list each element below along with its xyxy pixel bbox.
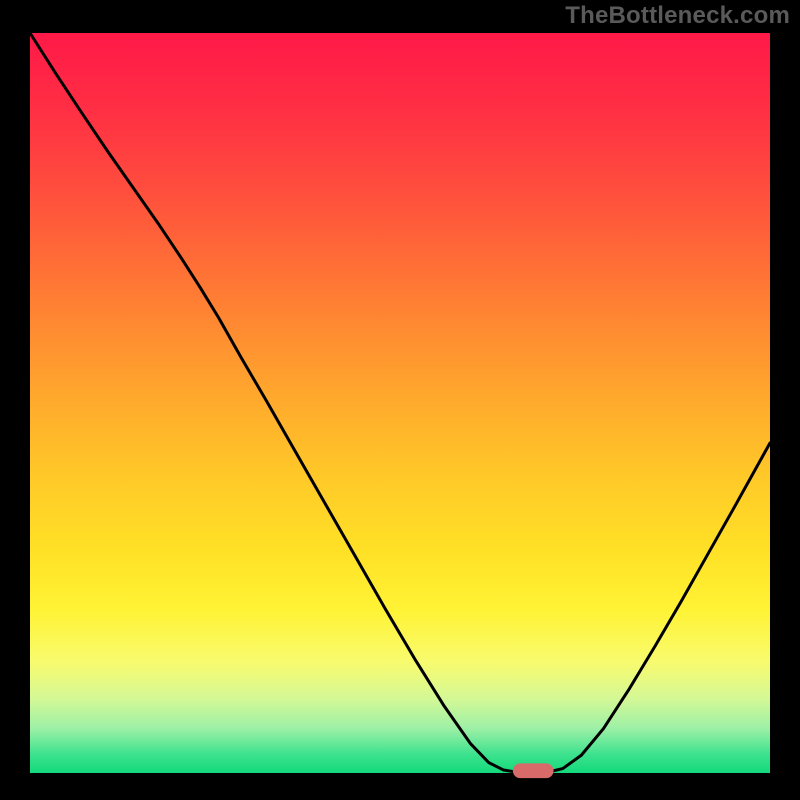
watermark-text: TheBottleneck.com [565, 2, 790, 30]
gradient-background [30, 33, 770, 773]
chart-svg [0, 0, 800, 800]
chart-stage: TheBottleneck.com [0, 0, 800, 800]
optimal-marker [513, 763, 554, 778]
